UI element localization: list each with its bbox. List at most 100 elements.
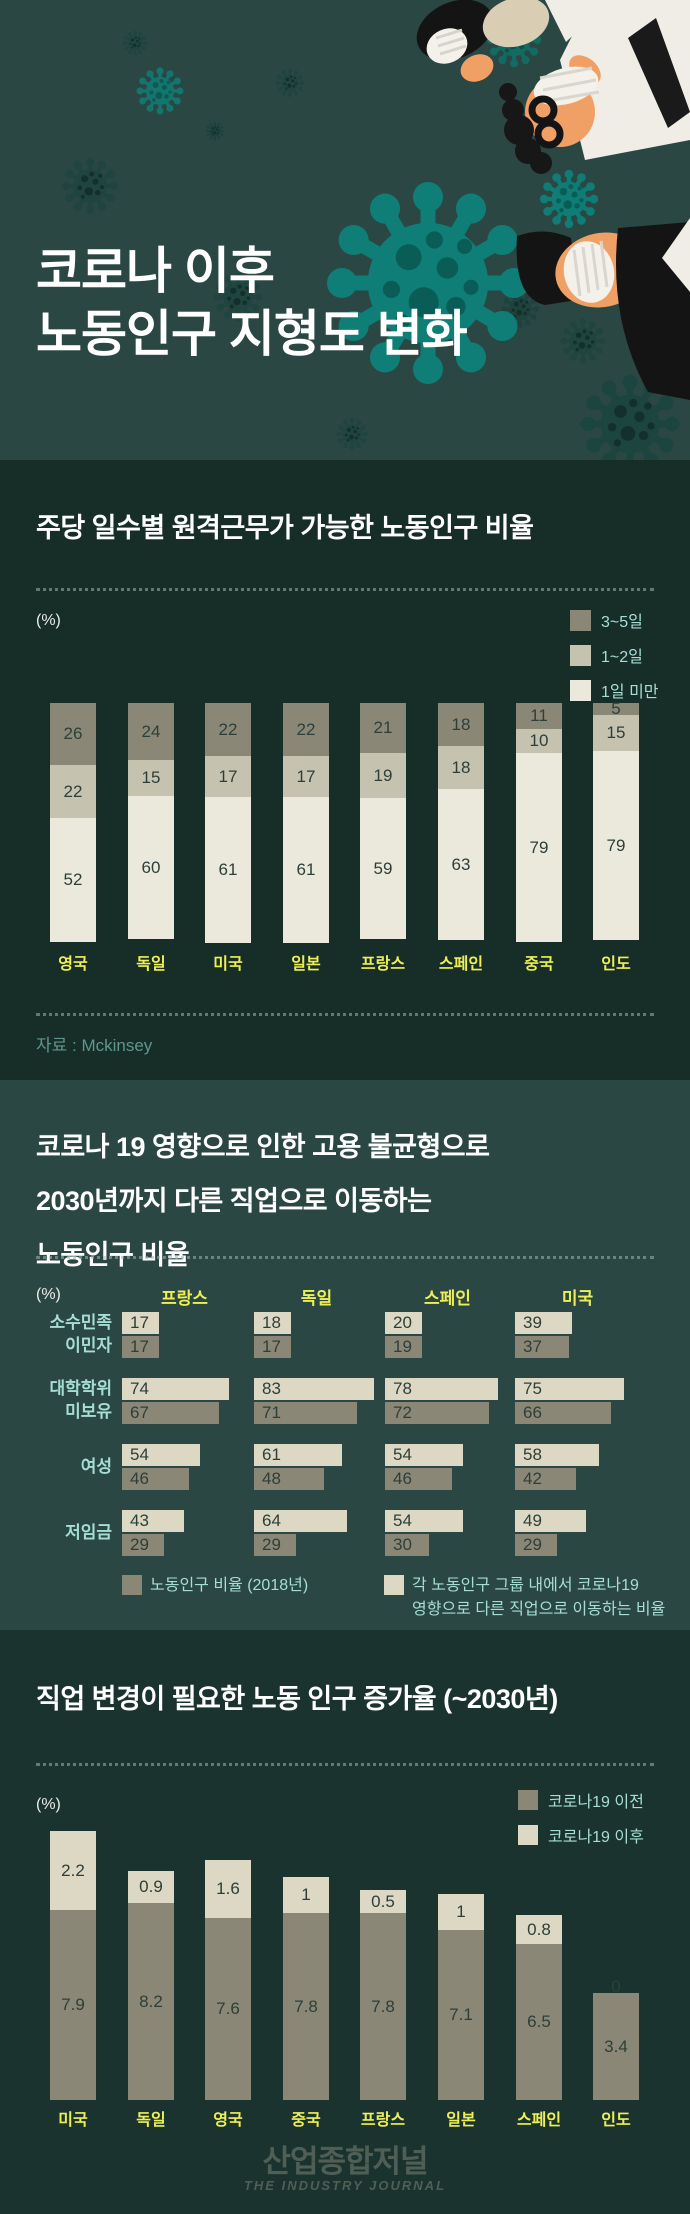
chart2-row-label-line: 소수민족 <box>49 1313 112 1332</box>
chart1-value: 15 <box>141 768 161 787</box>
chart2-bar: 72 <box>385 1402 489 1424</box>
chart2-value: 46 <box>393 1469 412 1488</box>
chart2-rows: 소수민족 이민자 17 17 18 17 20 19 39 37 대학학위 미보유 74 67 83 71 78… <box>0 1080 690 1560</box>
chart1-segment: 5 <box>593 699 639 718</box>
legend-label-line: 각 노동인구 그룹 내에서 코로나19 <box>412 1577 639 1594</box>
chart2-value: 72 <box>393 1403 412 1422</box>
chart2-bar: 54 <box>385 1510 463 1532</box>
chart3-category: 프랑스 <box>360 2112 406 2129</box>
chart1-segment: 61 <box>205 797 251 943</box>
chart1-value: 5 <box>611 699 621 718</box>
section2-title: 코로나 19 영향으로 인한 고용 불균형으로 2030년까지 다른 직업으로 … <box>36 1120 490 1282</box>
chart2-bar: 17 <box>122 1312 159 1334</box>
chart3-value: 7.1 <box>449 2005 473 2024</box>
chart2-value: 54 <box>130 1445 149 1464</box>
legend-swatch <box>518 1790 538 1810</box>
chart1-value: 17 <box>296 766 316 786</box>
chart3-category: 일본 <box>446 2112 476 2129</box>
chart2-row-label: 저임금 <box>0 1521 112 1544</box>
chart2-value: 37 <box>523 1337 542 1356</box>
chart2-value: 18 <box>262 1313 281 1332</box>
chart2-bar: 49 <box>515 1510 586 1532</box>
legend-swatch <box>570 644 591 666</box>
chart2-row-label-line: 여성 <box>80 1457 112 1476</box>
chart3-bar-2: 1.6 7.6 <box>205 1860 251 2100</box>
chart2-value: 58 <box>523 1445 542 1464</box>
chart3-segment: 7.8 <box>360 1913 406 2100</box>
chart1-category: 인도 <box>601 956 631 973</box>
chart2-value: 17 <box>130 1313 149 1332</box>
chart2-bar: 43 <box>122 1510 184 1532</box>
legend-item: 코로나19 이전 <box>518 1788 644 1812</box>
chart1-value: 21 <box>373 718 393 737</box>
chart1-value: 18 <box>451 757 471 777</box>
chart2-bar: 30 <box>385 1534 429 1556</box>
chart1-segment: 22 <box>283 703 329 756</box>
chart1-segment: 60 <box>128 796 174 939</box>
chart2-value: 39 <box>523 1313 542 1332</box>
chart1-legend: 3~5일 1~2일 1일 미만 <box>570 608 659 713</box>
chart1-category: 일본 <box>291 956 321 973</box>
chart1-bar-3: 22 17 61 <box>283 703 329 943</box>
chart2-column-header: 스페인 <box>424 1289 471 1308</box>
chart1-value: 19 <box>373 765 393 785</box>
chart1-bar-2: 22 17 61 <box>205 703 251 943</box>
chart2-bar: 19 <box>385 1336 422 1358</box>
unit-label: (%) <box>36 612 61 629</box>
chart3-value: 7.9 <box>61 1995 85 2014</box>
chart1-category: 영국 <box>58 956 88 973</box>
chart3-value: 7.8 <box>371 1996 395 2016</box>
chart2-value: 42 <box>523 1469 542 1488</box>
legend-label: 코로나19 이전 <box>548 1794 644 1811</box>
header-section: 코로나 이후 노동인구 지형도 변화 <box>0 0 690 460</box>
legend-swatch <box>384 1575 404 1595</box>
chart1-category: 미국 <box>213 956 243 973</box>
legend-swatch <box>570 609 591 631</box>
chart3-bars: 2.2 7.9 미국 0.9 8.2 독일 1.6 7.6 영국 1 7.8 중국 0.5 7.8 프랑스 1… <box>0 1630 690 2129</box>
chart1-segment: 52 <box>50 818 96 942</box>
chart1-segment: 15 <box>128 760 174 796</box>
chart3-value: 8.2 <box>139 1991 163 2011</box>
chart1-segment: 21 <box>360 703 406 753</box>
chart1-category: 스페인 <box>438 956 484 973</box>
chart3-value: 3.4 <box>604 2036 628 2056</box>
chart3-value: 2.2 <box>61 1860 85 1880</box>
chart2-bar: 29 <box>254 1534 296 1556</box>
chart1-bar-6: 11 10 79 <box>516 703 562 942</box>
chart3-value: 1.6 <box>216 1879 240 1898</box>
chart3-bar-7: 0 3.4 <box>593 1977 639 2100</box>
chart1-value: 52 <box>63 870 83 889</box>
chart2-bar: 48 <box>254 1468 324 1490</box>
chart1-segment: 10 <box>516 729 562 753</box>
chart2-value: 66 <box>523 1403 542 1422</box>
chart2-bar: 78 <box>385 1378 498 1400</box>
chart3-category: 독일 <box>136 2112 166 2129</box>
page-title-line1: 코로나 이후 <box>36 243 275 299</box>
chart1-bar-1: 24 15 60 <box>128 703 174 939</box>
chart2-value: 46 <box>130 1469 149 1488</box>
chart2-bar: 42 <box>515 1468 576 1490</box>
chart1-segment: 61 <box>283 797 329 943</box>
chart2-bar: 39 <box>515 1312 572 1334</box>
chart1-segment: 18 <box>438 746 484 789</box>
chart2-row-label: 대학학위 미보유 <box>0 1377 112 1423</box>
chart1-value: 79 <box>606 835 626 855</box>
chart2-row-label-line: 저임금 <box>65 1523 112 1542</box>
chart1-segment: 22 <box>205 703 251 756</box>
chart2-bar: 74 <box>122 1378 229 1400</box>
chart3-value-zero: 0 <box>611 1977 621 1996</box>
chart1-value: 22 <box>218 719 238 739</box>
chart2-row-label-line: 대학학위 <box>49 1379 112 1398</box>
chart1-segment: 22 <box>50 765 96 818</box>
chart1-segment: 19 <box>360 753 406 798</box>
chart2-bar: 71 <box>254 1402 357 1424</box>
chart1-category: 프랑스 <box>360 956 406 973</box>
chart2-value: 29 <box>262 1535 281 1554</box>
chart1-segment: 11 <box>516 703 562 729</box>
chart3-segment: 7.8 <box>283 1913 329 2100</box>
chart1-segment: 15 <box>593 715 639 751</box>
chart2-value: 20 <box>393 1313 412 1332</box>
legend-label: 각 노동인구 그룹 내에서 코로나19 영향으로 다른 직업으로 이동하는 비율 <box>412 1574 665 1622</box>
chart3-bar-4: 0.5 7.8 <box>360 1890 406 2100</box>
chart2-bar: 61 <box>254 1444 342 1466</box>
